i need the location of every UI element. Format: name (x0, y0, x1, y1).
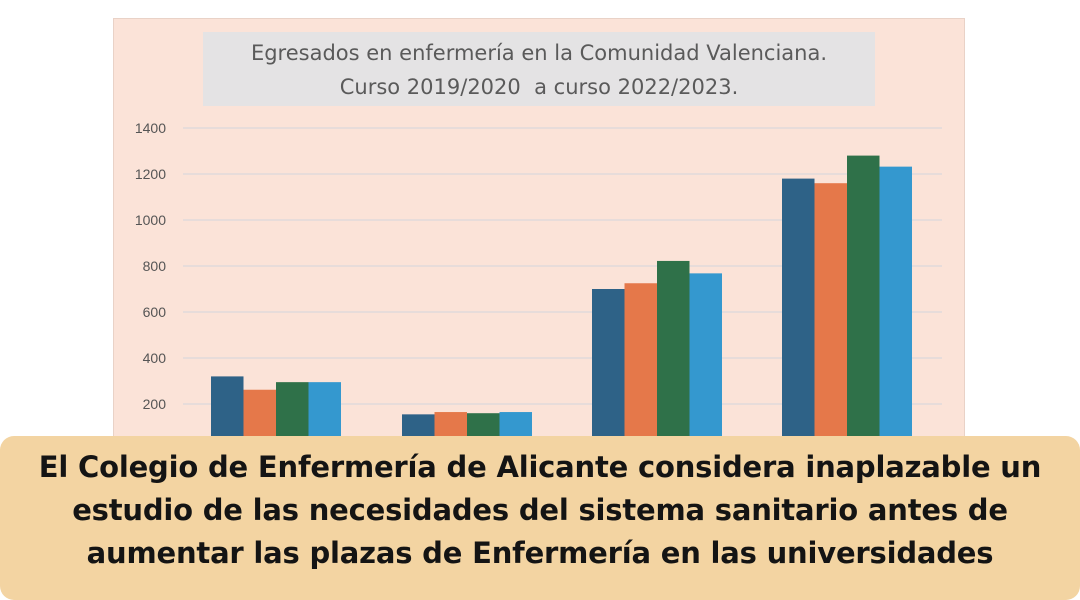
y-tick-label: 1000 (135, 212, 166, 228)
chart-title-line-2: Curso 2019/2020 a curso 2022/2023. (339, 75, 739, 99)
bar-4-2020-2021 (814, 183, 847, 450)
y-tick-label: 1400 (135, 120, 166, 136)
bar-3-2020-2021 (624, 283, 657, 450)
headline: El Colegio de Enfermería de Alicante con… (0, 446, 1080, 575)
y-tick-label: 200 (143, 396, 167, 412)
headline-line-3: aumentar las plazas de Enfermería en las… (86, 536, 994, 570)
bar-3-2021-2022 (657, 260, 690, 450)
y-tick-label: 600 (143, 304, 167, 320)
headline-line-2: estudio de las necesidades del sistema s… (72, 493, 1008, 527)
headline-line-1: El Colegio de Enfermería de Alicante con… (38, 450, 1042, 484)
chart-title-line-1: Egresados en enfermería en la Comunidad … (250, 41, 828, 65)
bar-4-2021-2022 (847, 155, 880, 450)
bar-3-2019-2020 (592, 289, 625, 450)
bar-4-2019-2020 (782, 178, 815, 450)
bar-3-2022-2023 (689, 273, 722, 450)
headline-card (0, 436, 1080, 600)
y-tick-label: 800 (143, 258, 167, 274)
bar-4-2022-2023 (879, 166, 912, 450)
y-tick-label: 1200 (135, 166, 166, 182)
chart-title: Egresados en enfermería en la Comunidad … (203, 32, 875, 106)
y-tick-label: 400 (143, 350, 167, 366)
